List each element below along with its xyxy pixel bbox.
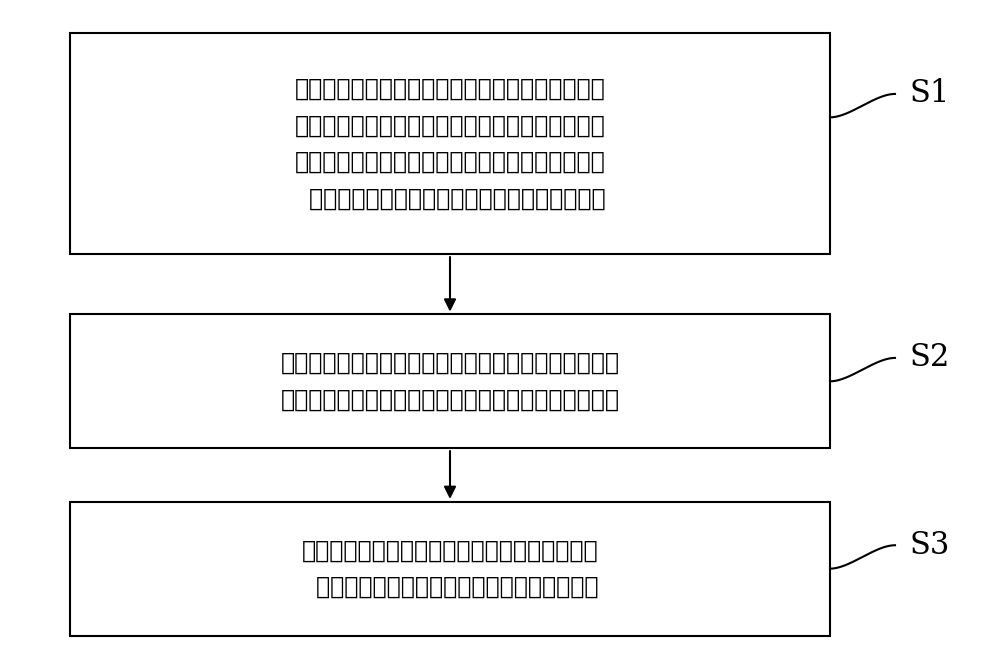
Bar — [70, 502, 830, 636]
Text: 和电荷状态；其中，锂电池组中各锂电池的端电压: 和电荷状态；其中，锂电池组中各锂电池的端电压 — [295, 114, 605, 137]
Text: 检测当前时刻锂电池组中各锂电池的端电压、温度: 检测当前时刻锂电池组中各锂电池的端电压、温度 — [295, 77, 605, 100]
Text: S1: S1 — [910, 78, 950, 110]
Bar — [70, 33, 830, 254]
Text: 将各异常电池的衰减特征分别输入到预训练好的: 将各异常电池的衰减特征分别输入到预训练好的 — [302, 539, 598, 562]
Text: S2: S2 — [910, 343, 950, 373]
Text: 衰减率估计模型中，得到各异常电池的衰减率: 衰减率估计模型中，得到各异常电池的衰减率 — [301, 575, 599, 599]
Text: S3: S3 — [910, 530, 950, 561]
Bar — [70, 314, 830, 448]
Text: 将所得锂电池组的异常表征特征输入到预训练好的异常: 将所得锂电池组的异常表征特征输入到预训练好的异常 — [280, 351, 620, 375]
Text: 电池判断模型，辨识出锂电池组中所有异常电池的位置: 电池判断模型，辨识出锂电池组中所有异常电池的位置 — [280, 388, 620, 411]
Text: 荷状态以及端电压或温度构成锂电池的衰减特征: 荷状态以及端电压或温度构成锂电池的衰减特征 — [294, 187, 606, 211]
Text: 和温度构成锂电池组的异常表征特征，锂电池的电: 和温度构成锂电池组的异常表征特征，锂电池的电 — [295, 151, 605, 174]
